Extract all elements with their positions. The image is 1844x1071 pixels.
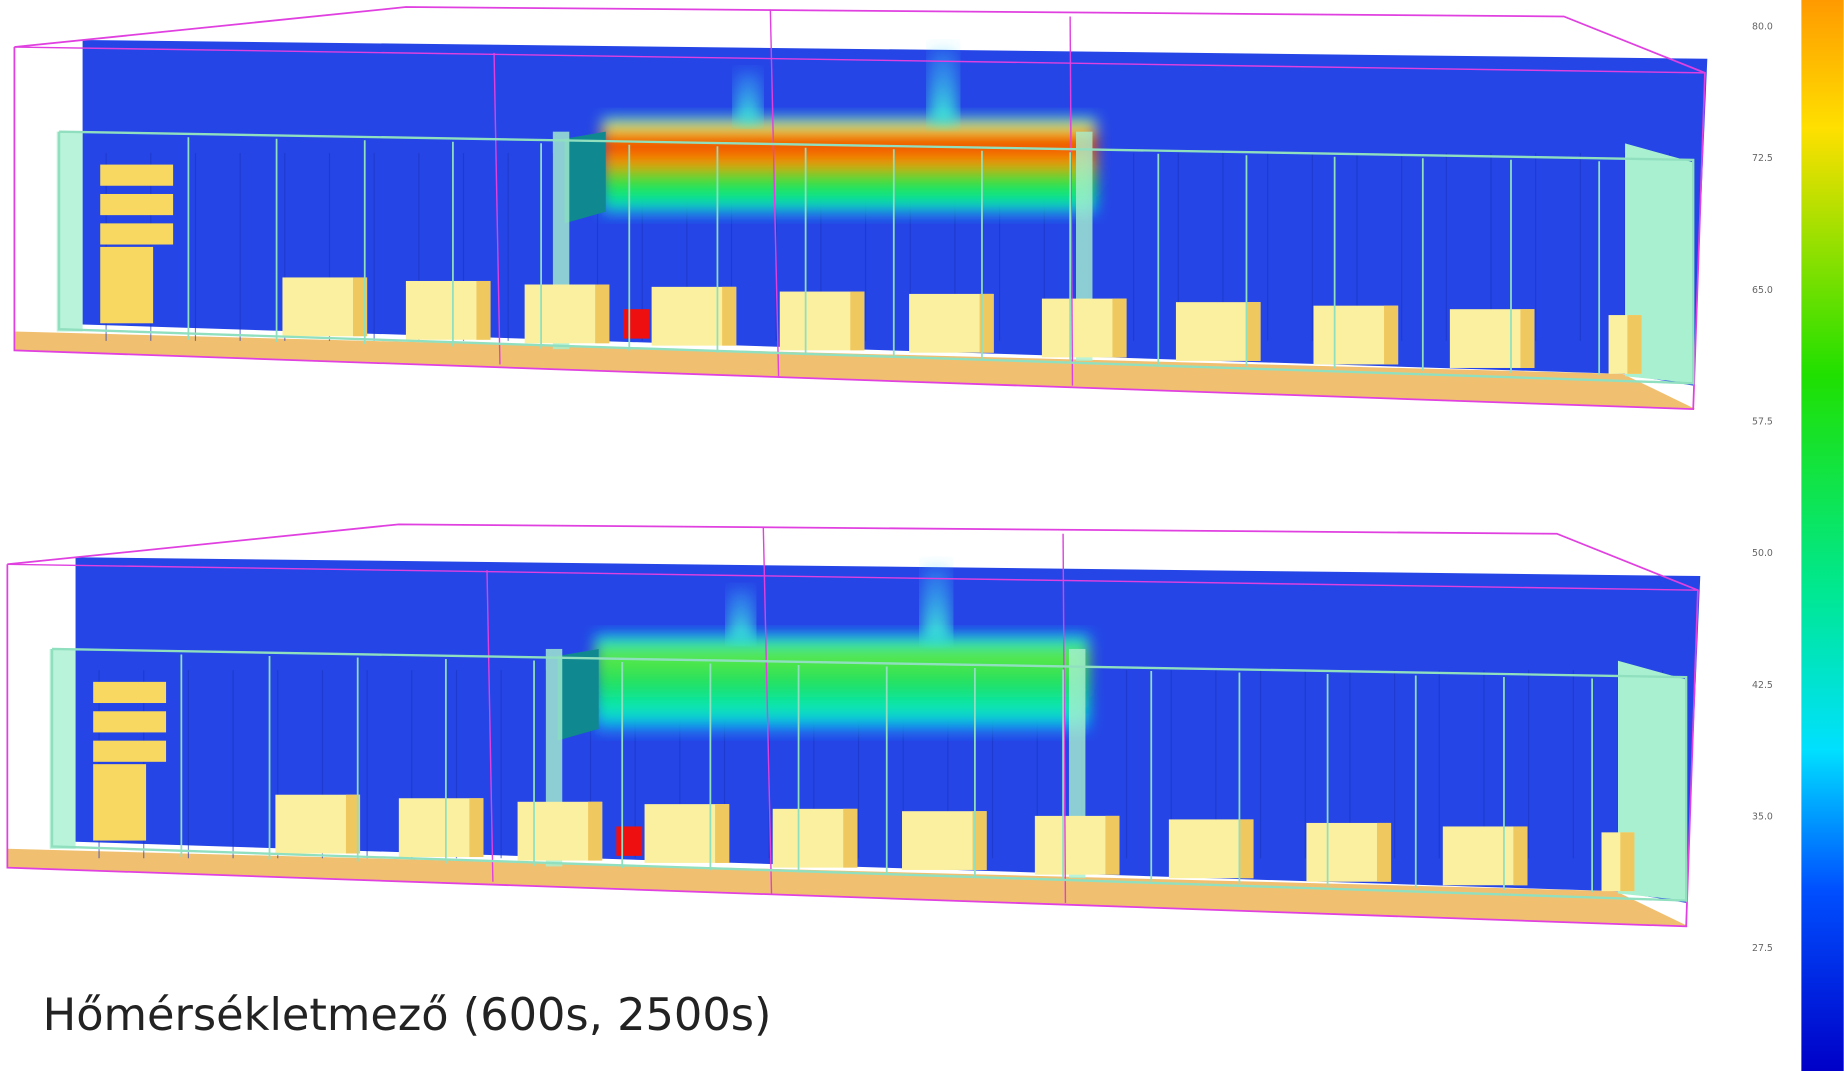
shelf-box <box>100 194 173 215</box>
heat-source <box>623 309 649 338</box>
tick-label: 27.5 <box>1752 943 1773 954</box>
cabinet-side <box>850 292 864 351</box>
vent-plume <box>922 564 950 640</box>
render-panel <box>14 7 1707 409</box>
end-wall <box>57 132 83 332</box>
vent-plume <box>728 588 754 641</box>
page: 80.0 72.5 65.0 57.5 50.0 42.5 35.0 27.5 Hőmérsé… <box>0 0 1844 1071</box>
vent-plume <box>929 47 957 123</box>
duct <box>558 649 599 741</box>
duct <box>565 132 606 224</box>
cabinet-side <box>1112 299 1126 358</box>
shelf-box <box>93 741 166 762</box>
tick-label: 80.0 <box>1752 22 1773 33</box>
shelf-box <box>93 764 146 840</box>
slide: 80.0 72.5 65.0 57.5 50.0 42.5 35.0 27.5 Hőmérsé… <box>0 0 1844 1071</box>
tick-label: 35.0 <box>1752 812 1773 823</box>
cabinet-side <box>1377 823 1391 882</box>
shelf-box <box>100 247 153 323</box>
shelf-box <box>100 223 173 244</box>
heat-source <box>616 826 642 855</box>
tick-label: 72.5 <box>1752 153 1773 164</box>
shelf-box <box>100 165 173 186</box>
cabinet-side <box>1384 306 1398 365</box>
cabinet-side <box>469 798 483 857</box>
cabinet-side <box>1620 832 1634 891</box>
cabinet-side <box>1520 309 1534 368</box>
cabinet-side <box>1246 302 1260 361</box>
cabinet-side <box>595 285 609 344</box>
caption: Hőmérsékletmező (600s, 2500s) <box>43 989 772 1041</box>
cabinet-side <box>843 809 857 868</box>
heat-plume <box>595 635 1089 731</box>
cabinet-side <box>1627 315 1641 374</box>
tick-label: 57.5 <box>1752 417 1773 428</box>
cabinet-side <box>1239 819 1253 878</box>
render-panel <box>7 524 1700 926</box>
vent-plume <box>735 71 761 124</box>
end-wall <box>50 649 76 849</box>
cabinet-side <box>476 281 490 340</box>
cabinet-side <box>722 287 736 346</box>
tick-label: 50.0 <box>1752 548 1773 559</box>
cabinet-side <box>1513 826 1527 885</box>
tick-label: 65.0 <box>1752 285 1773 296</box>
renderings <box>7 7 1707 926</box>
heat-plume <box>602 118 1096 214</box>
shelf-box <box>93 682 166 703</box>
cabinet-side <box>1105 816 1119 875</box>
color-bar <box>1801 0 1843 1071</box>
cabinet-side <box>588 802 602 861</box>
color-bar-ticks: 80.0 72.5 65.0 57.5 50.0 42.5 35.0 27.5 <box>1752 22 1773 955</box>
shelf-box <box>93 711 166 732</box>
tick-label: 42.5 <box>1752 680 1773 691</box>
cabinet-side <box>715 804 729 863</box>
